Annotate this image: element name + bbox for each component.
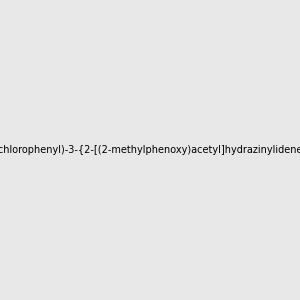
Text: (3E)-N-(3,4-dichlorophenyl)-3-{2-[(2-methylphenoxy)acetyl]hydrazinylidene}butana: (3E)-N-(3,4-dichlorophenyl)-3-{2-[(2-met… bbox=[0, 145, 300, 155]
